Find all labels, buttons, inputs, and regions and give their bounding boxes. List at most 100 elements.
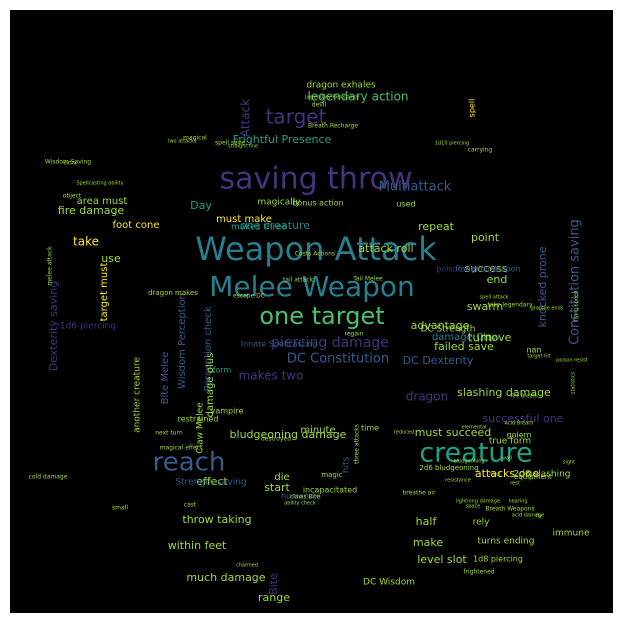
word-cloud-term: poison resist	[556, 358, 588, 364]
word-cloud-term: make	[413, 536, 443, 549]
word-cloud-term: advantage	[411, 319, 470, 332]
word-cloud-term: bludgeoning	[453, 459, 484, 465]
word-cloud-term: effect	[196, 475, 228, 488]
word-cloud-term: regain	[345, 331, 364, 338]
word-cloud-term: target	[266, 105, 327, 129]
word-cloud-term: within feet	[168, 539, 227, 552]
word-cloud-term: dragon exhales	[306, 81, 376, 91]
word-cloud-term: DC Wisdom	[363, 578, 415, 588]
word-cloud-term: successful one	[483, 412, 564, 425]
word-cloud-term: equipment	[514, 473, 552, 481]
word-cloud-term: form	[213, 366, 232, 375]
word-cloud-term: incapacitated	[303, 486, 357, 495]
word-cloud-term: makes two	[239, 369, 304, 383]
word-cloud-term: Strength saving	[175, 478, 246, 488]
word-cloud-term: rest	[510, 481, 520, 487]
word-cloud-term: flying speed	[574, 291, 580, 322]
word-cloud-canvas: Weapon Attack saving throw Melee Weapon cre…	[10, 10, 613, 613]
word-cloud-term: resistance	[445, 478, 471, 484]
word-cloud-term: melee attack	[47, 246, 54, 286]
word-cloud-term: die	[274, 472, 289, 483]
word-cloud-term: Acid Breath	[505, 421, 534, 427]
word-cloud-term: makes three	[231, 223, 288, 233]
word-cloud-term: saving throw	[219, 162, 412, 197]
word-cloud-term: hits	[342, 456, 352, 473]
word-cloud-term: Weapon Attack	[195, 230, 437, 268]
word-cloud-term: fire damage	[58, 204, 125, 217]
word-cloud-term: Constitution saving	[568, 219, 583, 345]
word-cloud-term: end	[487, 273, 508, 286]
word-cloud-term: wall	[502, 456, 512, 462]
word-cloud-term: magical effect	[160, 445, 203, 452]
word-cloud-term: three attacks	[354, 424, 361, 464]
word-cloud-term: Legendary Resistance	[305, 95, 360, 101]
word-cloud-term: ability check	[284, 501, 316, 507]
word-cloud-term: next turn	[155, 430, 183, 437]
word-cloud-term: another creature	[133, 357, 143, 433]
word-cloud-term: restrained	[178, 415, 219, 424]
word-cloud-term: Innate Spellcasting	[241, 340, 318, 349]
word-cloud-term: Bite Melee	[160, 352, 171, 405]
word-cloud-term: turns ending	[478, 537, 535, 547]
word-cloud-term: spell	[468, 99, 477, 118]
word-cloud-term: fly	[536, 514, 542, 520]
word-cloud-term: true form	[489, 437, 531, 447]
word-cloud-term: breathe air	[402, 490, 436, 497]
word-cloud-term: Costs Actions	[295, 251, 335, 258]
word-cloud-term: golem	[507, 431, 532, 440]
word-cloud-term: 2d6 bludgeoning	[419, 464, 478, 472]
word-cloud-term: attack roll	[358, 242, 413, 255]
word-cloud-term: area must	[77, 196, 128, 207]
word-cloud-term: two attacks	[168, 139, 197, 145]
word-cloud-term: attacks one	[475, 467, 539, 480]
word-cloud-term: start	[264, 481, 290, 494]
word-cloud-term: Dexterity saving	[47, 281, 60, 372]
word-cloud-term: Attack	[239, 99, 253, 137]
word-cloud-term: Spellcasting ability	[76, 181, 123, 187]
word-cloud-term: straight line	[228, 144, 258, 150]
word-cloud-term: object	[63, 193, 82, 200]
word-cloud-term: swarm	[467, 300, 504, 313]
word-cloud-term: Fire Breath	[510, 394, 537, 400]
word-cloud-term: range	[258, 591, 290, 604]
word-cloud-term: target hit	[527, 354, 550, 360]
word-cloud-term: Wisdom Saving	[45, 159, 91, 166]
word-cloud-term: magically	[257, 198, 301, 208]
word-cloud-term: much damage	[186, 571, 265, 584]
word-cloud-term: failed save	[434, 340, 494, 353]
word-cloud-term: humanoid	[281, 492, 321, 501]
word-cloud-term: move	[481, 331, 512, 344]
word-cloud-term: Breath Recharge	[308, 123, 358, 130]
word-cloud-term: DC Dexterity	[403, 354, 474, 367]
word-cloud-term: claws Bite	[290, 494, 321, 501]
word-cloud-term: legendary action	[307, 90, 408, 104]
word-cloud-term: destroyed	[261, 436, 291, 443]
word-cloud-term: vampire	[211, 407, 244, 416]
word-cloud-term: knocked prone	[536, 246, 549, 327]
word-cloud-term: rely	[473, 518, 491, 528]
word-cloud-term: used	[396, 200, 415, 209]
word-cloud-term: magical	[183, 135, 207, 142]
word-cloud-term: magic	[321, 471, 342, 479]
word-cloud-term: foot cone	[113, 220, 160, 231]
word-cloud-term: cast	[184, 502, 197, 509]
word-cloud-term: piercing damage	[271, 335, 389, 351]
word-cloud-term: escape DC	[233, 293, 265, 300]
word-cloud-term: small	[112, 505, 128, 512]
word-cloud-term: time	[361, 424, 379, 433]
word-cloud-term: Melee Weapon	[209, 270, 415, 303]
word-cloud-term: acid damage	[512, 513, 544, 519]
word-cloud-term: poison damage	[436, 265, 498, 274]
word-cloud-term: minute	[300, 425, 335, 436]
word-cloud-term: bonus action	[292, 199, 343, 208]
word-cloud-term: frightened	[463, 569, 494, 576]
word-cloud-term: immune	[553, 529, 590, 539]
word-cloud-term: spell attack	[480, 295, 509, 301]
word-cloud-term: Multiattack	[379, 180, 452, 195]
word-cloud-term: space	[466, 504, 481, 510]
word-cloud-term: must make	[216, 214, 272, 225]
word-cloud-term: DC Strength	[420, 325, 475, 335]
cloud-background	[10, 10, 613, 613]
word-cloud-term: elemental	[461, 425, 486, 431]
word-cloud-term: Frightful Presence	[233, 133, 332, 146]
